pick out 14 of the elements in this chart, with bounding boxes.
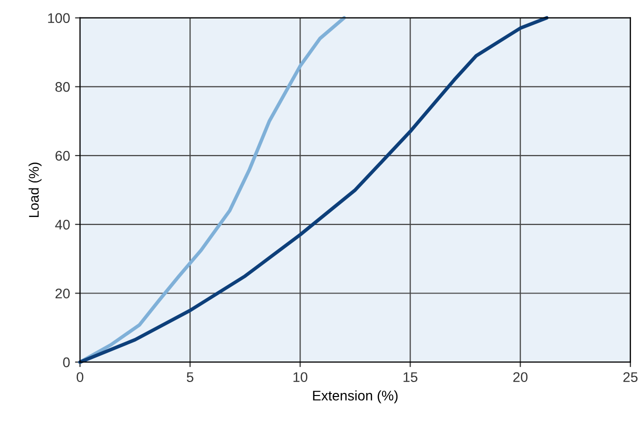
x-tick-label: 0 [76, 372, 84, 382]
x-tick-label: 10 [293, 372, 308, 382]
x-tick-label: 5 [186, 372, 194, 382]
y-tick-label: 80 [55, 82, 70, 92]
x-tick-label: 25 [623, 372, 638, 382]
y-tick-label: 0 [63, 357, 70, 368]
x-axis-title: Extension (%) [313, 390, 398, 404]
y-tick-label: 20 [56, 288, 70, 298]
y-tick-label: 60 [56, 150, 70, 161]
x-tick-label: 20 [513, 372, 528, 382]
y-tick-label: 100 [48, 13, 70, 24]
y-tick-label: 40 [55, 220, 70, 230]
x-tick-label: 15 [404, 372, 418, 382]
y-axis-title: Load (%) [28, 162, 42, 218]
